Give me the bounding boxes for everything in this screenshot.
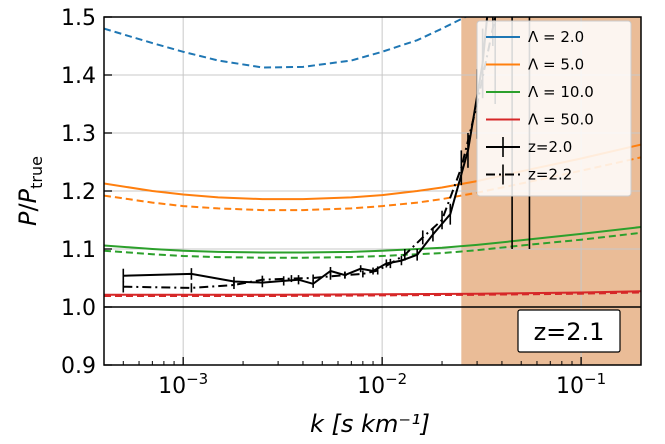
annotation-label: z=2.1 — [534, 318, 605, 346]
data-line-0 — [123, 17, 489, 285]
y-tick-labels: 0.9 1.0 1.1 1.2 1.3 1.4 1.5 — [61, 6, 96, 379]
legend-label-2: Λ = 10.0 — [528, 83, 594, 101]
annotation-box: z=2.1 — [517, 309, 621, 353]
x-tick-labels: 10−3 10−2 10−1 — [158, 370, 606, 399]
x-tick-label-1: 10−2 — [357, 370, 407, 399]
y-tick-label-5: 1.4 — [61, 64, 96, 89]
y-tick-label-3: 1.2 — [61, 180, 96, 205]
y-tick-label-6: 1.5 — [61, 6, 96, 31]
y-tick-label-2: 1.1 — [61, 238, 96, 263]
model-line-solid-2 — [104, 226, 641, 254]
model-line-dashed-3 — [104, 291, 641, 297]
x-tick-label-2: 10−1 — [556, 370, 606, 399]
plot-frame — [103, 16, 642, 366]
model-line-dashed-2 — [104, 231, 641, 259]
legend: Λ = 2.0 Λ = 5.0 Λ = 10.0 Λ = 50.0 z=2.0 z=2.2 — [476, 20, 632, 197]
model-line-solid-0 — [104, 0, 641, 14]
legend-label-0: Λ = 2.0 — [528, 28, 584, 46]
y-tick-label-1: 1.0 — [61, 296, 96, 321]
y-tick-label-0: 0.9 — [61, 354, 96, 379]
y-axis-label: P/Ptrue — [14, 156, 46, 226]
model-line-solid-3 — [104, 290, 641, 296]
legend-label-5: z=2.2 — [528, 166, 572, 184]
model-line-dashed-0 — [104, 17, 468, 69]
data-line-1 — [123, 17, 497, 289]
legend-label-1: Λ = 5.0 — [528, 56, 584, 74]
x-axis-label: k [s km⁻¹] — [310, 410, 430, 438]
legend-label-4: z=2.0 — [528, 138, 572, 156]
y-tick-label-4: 1.3 — [61, 122, 96, 147]
legend-label-3: Λ = 50.0 — [528, 111, 594, 129]
x-tick-label-0: 10−3 — [158, 370, 208, 399]
